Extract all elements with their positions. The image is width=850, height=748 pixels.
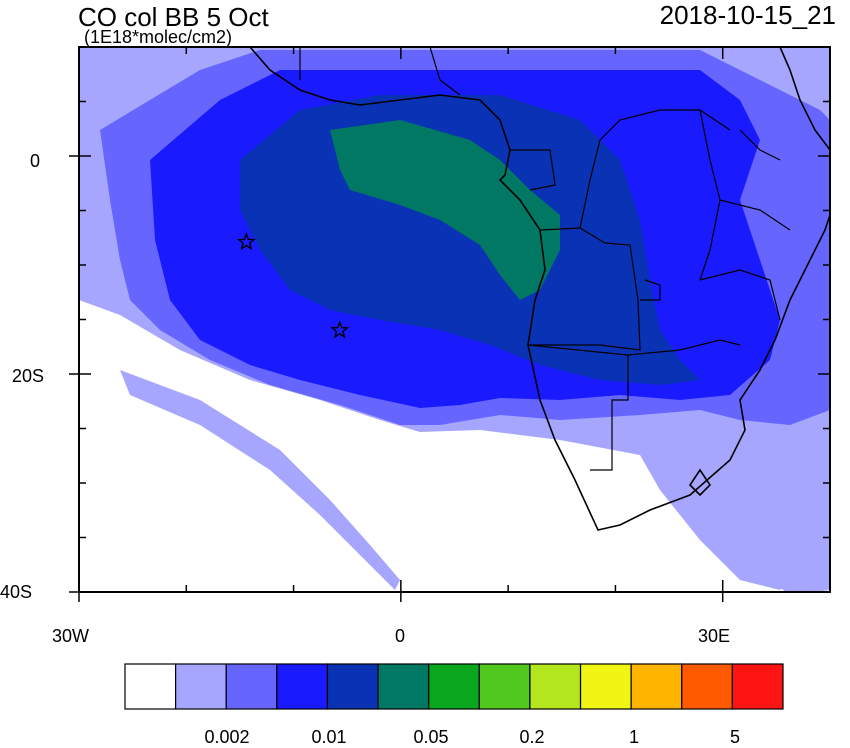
star-marker-2 — [330, 320, 350, 339]
colorbar-label-2: 0.05 — [413, 727, 449, 747]
colorbar-swatch-12 — [731, 663, 784, 710]
colorbar-swatch-7 — [478, 663, 531, 710]
colorbar-label-4: 1 — [628, 727, 640, 747]
co-field — [79, 47, 830, 592]
colorbar-swatch-9 — [579, 663, 632, 710]
colorbar-swatch-1 — [175, 663, 227, 710]
map-units: (1E18*molec/cm2) — [84, 27, 233, 47]
map-title: CO col BB 5 Oct — [78, 2, 269, 32]
marker-layer — [236, 232, 350, 339]
x-tick-label-30w: 30W — [52, 626, 90, 646]
colorbar-swatch-3 — [276, 663, 329, 710]
y-tick-label-0: 0 — [30, 151, 41, 171]
colorbar-label-5: 5 — [729, 727, 741, 747]
colorbar-swatch-10 — [630, 663, 683, 710]
colorbar-swatch-8 — [529, 663, 582, 710]
colorbar-label-1: 0.01 — [311, 727, 347, 747]
colorbar-label-0: 0.002 — [204, 727, 250, 747]
colorbar-label-3: 0.2 — [519, 727, 545, 747]
axis-ticks — [69, 46, 831, 602]
colorbar-swatch-6 — [428, 663, 480, 710]
country-borders — [299, 47, 791, 471]
colorbar-swatch-2 — [225, 663, 278, 710]
colorbar-swatch-4 — [326, 663, 379, 710]
colorbar — [124, 663, 784, 710]
y-tick-label-40s: 40S — [0, 582, 33, 602]
map-timestamp: 2018-10-15_21 — [659, 0, 836, 30]
colorbar-swatch-5 — [377, 663, 430, 710]
star-marker-1 — [236, 232, 256, 251]
x-tick-label-0: 0 — [395, 626, 406, 646]
colorbar-swatch-11 — [681, 663, 733, 710]
x-tick-label-30e: 30E — [698, 626, 731, 646]
y-tick-label-20s: 20S — [12, 366, 45, 386]
colorbar-swatch-0 — [124, 663, 177, 710]
